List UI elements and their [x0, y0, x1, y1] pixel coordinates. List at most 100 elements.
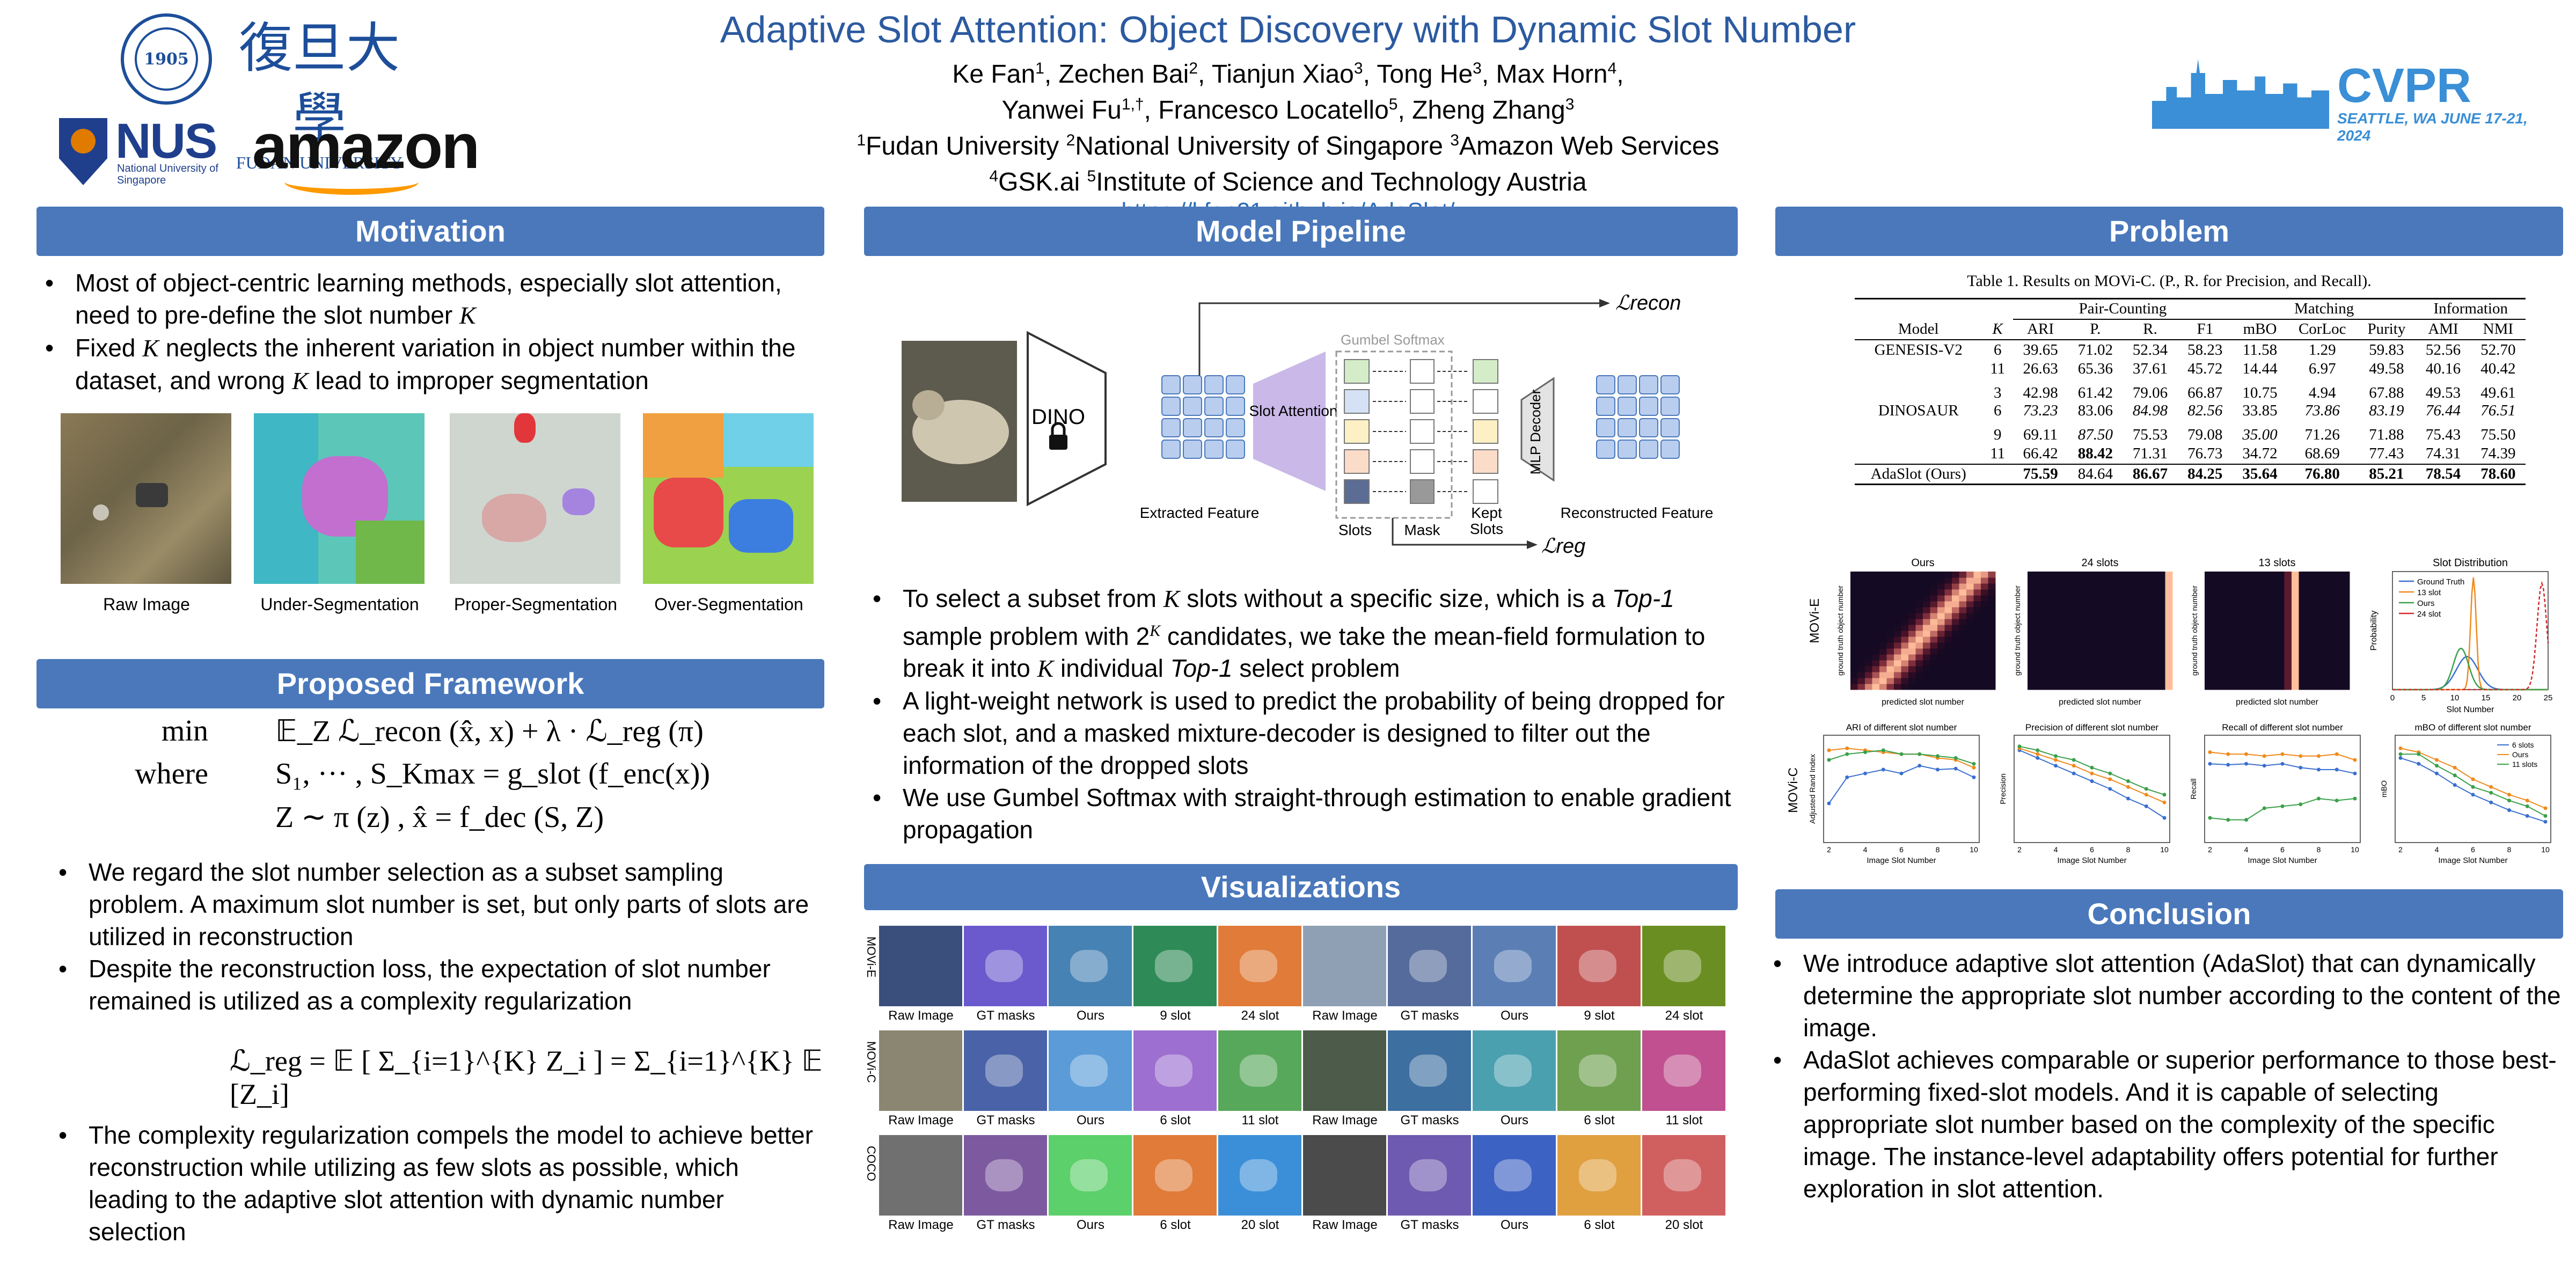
line-chart-title: Recall of different slot number: [2222, 722, 2343, 733]
heatmap-cell: [1879, 619, 1887, 625]
heatmap-cell: [2150, 572, 2158, 578]
heatmap-cell: [2219, 642, 2227, 649]
table-cell: 76.44: [2425, 401, 2461, 419]
affiliation-sup: 1,†: [1121, 96, 1144, 113]
heatmap-cell: [1894, 631, 1901, 637]
heatmap-cell: [1981, 625, 1988, 631]
heatmap-cell: [2063, 583, 2072, 590]
vis-row-label: MOVi-C: [865, 1041, 878, 1083]
heatmap-cell: [2321, 684, 2328, 690]
institution-name: Amazon Web Services: [1459, 132, 1719, 160]
heatmap-cell: [1923, 672, 1930, 678]
heatmap-cell: [1865, 583, 1872, 590]
heatmap-cell: [1988, 642, 1996, 649]
vis-caption: Raw Image: [888, 1008, 954, 1023]
heatmap-cell: [1886, 631, 1894, 637]
heatmap-cell: [2241, 595, 2249, 602]
heatmap-cell: [1901, 678, 1909, 684]
heatmap-cell: [2328, 642, 2336, 649]
loss-reg-label: ℒreg: [1541, 535, 1585, 558]
heatmap-cell: [1981, 672, 1988, 678]
heatmap-cell: [2057, 572, 2064, 578]
heatmap-cell: [2212, 619, 2220, 625]
heatmap-cell: [2299, 619, 2307, 625]
heatmap-cell: [2277, 666, 2285, 672]
heatmap-cell: [2085, 607, 2093, 613]
heatmap-cell: [2313, 672, 2321, 678]
line-point: [2090, 779, 2094, 784]
heatmap-cell: [1894, 625, 1901, 631]
heatmap-cell: [2328, 672, 2336, 678]
heatmap-cell: [1865, 619, 1872, 625]
line-point: [2489, 800, 2493, 804]
slot-dist-tick: 25: [2544, 693, 2553, 702]
person-name: Francesco Locatello: [1158, 96, 1389, 125]
heatmap-cell: [2299, 607, 2307, 613]
line-point: [2226, 763, 2230, 767]
vis-caption: Ours: [1500, 1218, 1528, 1232]
heatmap-cell: [2241, 572, 2249, 578]
heatmap-cell: [2234, 595, 2241, 602]
heatmap-cell: [2219, 678, 2227, 684]
pipeline-bullet-1-top1b: Top-1: [1170, 654, 1233, 683]
line-tick: 8: [2317, 845, 2321, 854]
heatmap-cell: [2284, 589, 2292, 596]
heatmap-cell: [2042, 619, 2050, 625]
pipeline-bullet-3: We use Gumbel Softmax with straight-thro…: [864, 781, 1738, 846]
heatmap-cell: [2078, 684, 2086, 690]
heatmap-cell: [2121, 583, 2129, 590]
heatmap-cell: [2107, 572, 2115, 578]
heatmap-cell: [2241, 583, 2249, 590]
heatmap-cell: [2078, 642, 2086, 649]
heatmap-cell: [2292, 619, 2299, 625]
line-point: [2471, 785, 2475, 789]
heatmap-cell: [2277, 678, 2285, 684]
heatmap-cell: [2136, 660, 2144, 667]
heatmap-cell: [2263, 613, 2270, 619]
vis-caption: 24 slot: [1241, 1008, 1279, 1023]
heatmap-cell: [1952, 577, 1959, 584]
vis-image: [1557, 926, 1641, 1006]
heatmap-cell: [2121, 642, 2129, 649]
heatmap-cell: [1930, 625, 1938, 631]
line-point: [2398, 746, 2403, 750]
heatmap-cell: [2342, 572, 2350, 578]
heatmap-cell: [2042, 654, 2050, 661]
heatmap-cell: [1857, 625, 1865, 631]
heatmap-cell: [1930, 636, 1938, 643]
heatmap-cell: [2129, 583, 2136, 590]
heatmap-cell: [2277, 572, 2285, 578]
heatmap-cell: [2114, 654, 2122, 661]
affiliation-sup: 3: [1473, 60, 1482, 77]
heatmap-cell: [2263, 678, 2270, 684]
heatmap-cell: [2063, 589, 2072, 596]
heatmap-cell: [1850, 666, 1858, 672]
heatmap-cell: [2248, 666, 2256, 672]
heatmap-cell: [1988, 577, 1996, 584]
heatmap-cell: [2100, 672, 2107, 678]
heatmap-xlabel: predicted slot number: [2059, 698, 2142, 707]
vis-caption: 9 slot: [1160, 1008, 1191, 1023]
heatmap-cell: [2306, 619, 2314, 625]
heatmap-cell: [2049, 648, 2057, 655]
heatmap-cell: [2028, 654, 2035, 661]
heatmap-cell: [2219, 684, 2227, 690]
heatmap-cell: [2328, 678, 2336, 684]
heatmap-cell: [2263, 648, 2270, 655]
line-point: [2244, 762, 2248, 766]
heatmap-cell: [2234, 684, 2241, 690]
vis-mask-blob: [1494, 950, 1532, 982]
line-point: [2162, 800, 2167, 804]
heatmap-cell: [1973, 636, 1981, 643]
vis-mask-blob: [1579, 1159, 1616, 1191]
table-column-header: P.: [2068, 319, 2123, 340]
heatmap-cell: [2028, 583, 2035, 590]
person-name: Zechen Bai: [1058, 60, 1189, 89]
heatmap-cell: [2057, 666, 2064, 672]
conclusion-bullet-2: AdaSlot achieves comparable or superior …: [1765, 1044, 2563, 1205]
heatmap-cell: [2328, 607, 2336, 613]
line-chart-frame: [2014, 735, 2170, 843]
heatmap-cell: [1923, 583, 1930, 590]
heatmap-cell: [1879, 572, 1887, 578]
